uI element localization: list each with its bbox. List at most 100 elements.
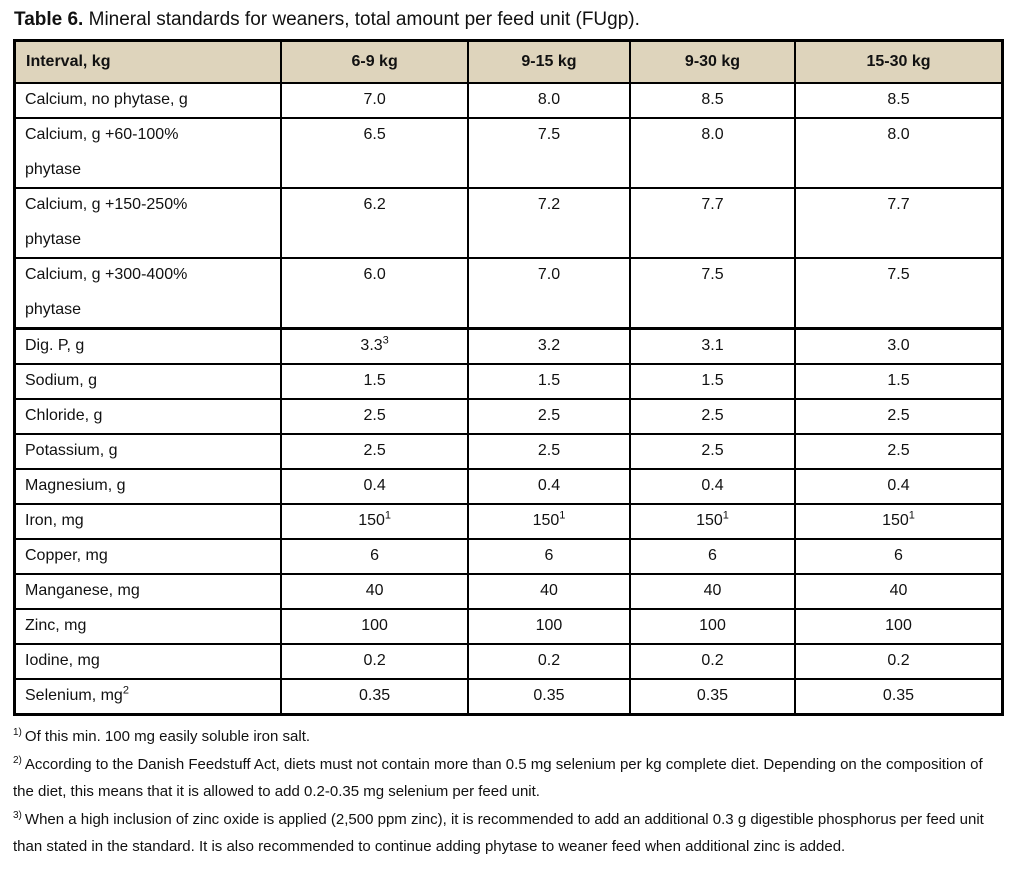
cell-value: 6.0	[280, 257, 469, 330]
cell-value: 6	[793, 538, 1004, 575]
row-label: Chloride, g	[13, 398, 283, 435]
cell-value: 7.7	[629, 187, 796, 259]
cell-value: 1.5	[280, 363, 469, 400]
cell-value: 2.5	[280, 433, 469, 470]
footnote-marker: 1)	[13, 727, 22, 738]
table-row: Calcium, g +150-250% phytase 6.2 7.2 7.7 7.7	[13, 187, 1004, 259]
cell-value: 0.35	[629, 678, 796, 716]
table-header-row: Interval, kg 6-9 kg 9-15 kg 9-30 kg 15-30 kg	[13, 39, 1004, 84]
cell-value: 0.2	[466, 643, 632, 680]
cell-value: 6.2	[280, 187, 469, 259]
cell-value: 8.0	[793, 117, 1004, 189]
cell-value: 2.5	[629, 398, 796, 435]
table-row: Magnesium, g 0.4 0.4 0.4 0.4	[13, 468, 1004, 505]
cell-value: 7.2	[466, 187, 632, 259]
footnote-3: 3) When a high inclusion of zinc oxide is…	[13, 806, 1004, 860]
superscript-marker: 3	[382, 334, 389, 347]
cell-value: 7.5	[793, 257, 1004, 330]
row-label-line: phytase	[25, 161, 82, 178]
column-header-15-30-kg: 15-30 kg	[793, 39, 1004, 84]
cell-value: 7.5	[629, 257, 796, 330]
cell-value: 2.5	[793, 433, 1004, 470]
mineral-standards-table: Interval, kg 6-9 kg 9-15 kg 9-30 kg 15-30 kg…	[13, 39, 1004, 716]
table-caption-number: Table 6.	[14, 9, 84, 30]
cell-value: 7.5	[466, 117, 632, 189]
row-label: Calcium, no phytase, g	[13, 82, 283, 119]
cell-value: 0.2	[629, 643, 796, 680]
cell-value: 2.5	[466, 433, 632, 470]
cell-value: 1501	[466, 503, 632, 540]
row-label-line: Calcium, g +300-400%	[25, 266, 188, 283]
table-caption-text: Mineral standards for weaners, total amo…	[88, 9, 640, 30]
table-row: Potassium, g 2.5 2.5 2.5 2.5	[13, 433, 1004, 470]
row-label: Iodine, mg	[13, 643, 283, 680]
cell-value: 8.0	[466, 82, 632, 119]
row-label: Magnesium, g	[13, 468, 283, 505]
cell-value: 1.5	[466, 363, 632, 400]
table-row: Dig. P, g 3.33 3.2 3.1 3.0	[13, 327, 1004, 365]
column-header-9-30-kg: 9-30 kg	[629, 39, 796, 84]
cell-value: 6	[466, 538, 632, 575]
cell-value: 7.0	[466, 257, 632, 330]
superscript-marker: 1	[722, 509, 729, 522]
cell-value: 1501	[280, 503, 469, 540]
cell-value: 0.35	[793, 678, 1004, 716]
footnote-text: Of this min. 100 mg easily soluble iron …	[24, 728, 311, 745]
row-label: Calcium, g +300-400% phytase	[13, 257, 283, 330]
cell-value: 7.0	[280, 82, 469, 119]
cell-value: 0.4	[280, 468, 469, 505]
table-row: Calcium, no phytase, g 7.0 8.0 8.5 8.5	[13, 82, 1004, 119]
cell-value: 6	[629, 538, 796, 575]
cell-value: 3.0	[793, 327, 1004, 365]
cell-value: 1.5	[629, 363, 796, 400]
cell-value: 100	[466, 608, 632, 645]
row-label: Manganese, mg	[13, 573, 283, 610]
table-row: Iodine, mg 0.2 0.2 0.2 0.2	[13, 643, 1004, 680]
cell-value: 0.4	[466, 468, 632, 505]
row-label: Calcium, g +150-250% phytase	[13, 187, 283, 259]
row-label: Copper, mg	[13, 538, 283, 575]
cell-value: 0.4	[629, 468, 796, 505]
cell-value: 6	[280, 538, 469, 575]
row-label: Calcium, g +60-100% phytase	[13, 117, 283, 189]
superscript-marker: 2	[122, 684, 129, 697]
cell-value: 1.5	[793, 363, 1004, 400]
cell-value: 2.5	[280, 398, 469, 435]
footnote-1: 1) Of this min. 100 mg easily soluble iro…	[13, 723, 1004, 750]
cell-value: 40	[793, 573, 1004, 610]
footnote-2: 2) According to the Danish Feedstuff Act,…	[13, 751, 1004, 805]
cell-value: 3.2	[466, 327, 632, 365]
table-row: Zinc, mg 100 100 100 100	[13, 608, 1004, 645]
table-row: Calcium, g +60-100% phytase 6.5 7.5 8.0 8.0	[13, 117, 1004, 189]
row-label: Zinc, mg	[13, 608, 283, 645]
cell-value: 2.5	[629, 433, 796, 470]
row-label: Selenium, mg2	[13, 678, 283, 716]
table-body: Calcium, no phytase, g 7.0 8.0 8.5 8.5 Calciu…	[13, 82, 1004, 716]
cell-value: 3.33	[280, 327, 469, 365]
table-caption: Table 6. Mineral standards for weaners, …	[14, 8, 1004, 32]
cell-value: 2.5	[793, 398, 1004, 435]
table-row: Chloride, g 2.5 2.5 2.5 2.5	[13, 398, 1004, 435]
superscript-marker: 1	[908, 509, 915, 522]
row-label-line: Calcium, g +60-100%	[25, 126, 179, 143]
footnote-marker: 2)	[13, 755, 22, 766]
column-header-interval: Interval, kg	[13, 39, 283, 84]
row-label: Potassium, g	[13, 433, 283, 470]
cell-value: 100	[793, 608, 1004, 645]
cell-value: 0.35	[280, 678, 469, 716]
cell-value: 0.4	[793, 468, 1004, 505]
column-header-9-15-kg: 9-15 kg	[466, 39, 632, 84]
table-row: Manganese, mg 40 40 40 40	[13, 573, 1004, 610]
table-header: Interval, kg 6-9 kg 9-15 kg 9-30 kg 15-30 kg	[13, 39, 1004, 84]
column-header-6-9-kg: 6-9 kg	[280, 39, 469, 84]
cell-value: 40	[466, 573, 632, 610]
table-row: Copper, mg 6 6 6 6	[13, 538, 1004, 575]
row-label: Dig. P, g	[13, 327, 283, 365]
footnotes: 1) Of this min. 100 mg easily soluble iro…	[13, 723, 1004, 860]
footnote-text: According to the Danish Feedstuff Act, d…	[13, 756, 983, 800]
table-row: Calcium, g +300-400% phytase 6.0 7.0 7.5 7.5	[13, 257, 1004, 330]
row-label: Sodium, g	[13, 363, 283, 400]
cell-value: 8.5	[629, 82, 796, 119]
cell-value: 2.5	[466, 398, 632, 435]
